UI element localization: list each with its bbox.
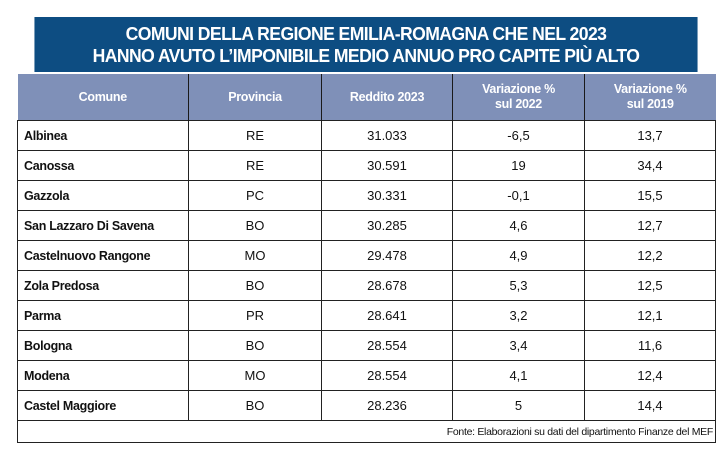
table-cell: San Lazzaro Di Savena [17,210,189,241]
table-cell: BO [188,390,322,421]
column-header-line2: sul 2019 [626,97,674,111]
table-cell: Castel Maggiore [17,390,189,421]
table-cell: 4,6 [452,210,585,241]
table-cell: Modena [17,360,189,391]
data-table: Comune Provincia Reddito 2023 Variazione % s… [17,74,716,443]
table-cell: Bologna [17,330,189,361]
table-row: Canossa RE 30.591 19 34,4 [17,150,716,181]
table-row: Zola Predosa BO 28.678 5,3 12,5 [17,270,716,301]
table-cell: 28.641 [321,300,453,331]
table-cell: 3,4 [452,330,585,361]
table-cell: MO [188,360,322,391]
column-header-line2: sul 2022 [495,97,542,111]
table-cell: 12,5 [584,270,716,301]
table-cell: RE [188,120,322,151]
table-cell: Albinea [17,120,189,151]
table-row: San Lazzaro Di Savena BO 30.285 4,6 12,7 [17,210,716,241]
table-cell: 12,7 [584,210,716,241]
column-header-line1: Variazione % [482,82,555,96]
column-header-line1: Comune [78,89,128,104]
source-note: Fonte: Elaborazioni su dati del dipartim… [17,420,716,443]
table-row: Castelnuovo Rangone MO 29.478 4,9 12,2 [17,240,716,271]
column-header: Reddito 2023 [321,74,453,121]
table-cell: 28.554 [321,330,453,361]
table-cell: PR [188,300,322,331]
table-cell: 11,6 [584,330,716,361]
table-cell: 12,2 [584,240,716,271]
table-row: Bologna BO 28.554 3,4 11,6 [17,330,716,361]
table-cell: -0,1 [452,180,585,211]
table-row: Modena MO 28.554 4,1 12,4 [17,360,716,391]
table-cell: 14,4 [584,390,716,421]
table-cell: 19 [452,150,585,181]
title-line-2: HANNO AVUTO L’IMPONIBILE MEDIO ANNUO PRO… [92,44,640,66]
table-cell: 29.478 [321,240,453,271]
table-cell: Gazzola [17,180,189,211]
table-cell: BO [188,210,322,241]
column-header: Variazione % sul 2019 [584,74,716,121]
table-cell: 3,2 [452,300,585,331]
column-header-line1: Variazione % [613,82,687,96]
table-cell: 12,1 [584,300,716,331]
table-cell: 12,4 [584,360,716,391]
table-title: COMUNI DELLA REGIONE EMILIA-ROMAGNA CHE … [34,17,698,72]
table-cell: 13,7 [584,120,716,151]
table-cell: BO [188,330,322,361]
table-cell: 5,3 [452,270,585,301]
table-cell: 28.554 [321,360,453,391]
table-row: Parma PR 28.641 3,2 12,1 [17,300,716,331]
table-cell: 15,5 [584,180,716,211]
table-cell: Parma [17,300,189,331]
table-cell: MO [188,240,322,271]
table-cell: 4,9 [452,240,585,271]
table-cell: 30.285 [321,210,453,241]
column-header: Comune [17,74,189,121]
table-cell: 5 [452,390,585,421]
table-cell: 30.331 [321,180,453,211]
table-cell: 4,1 [452,360,585,391]
table-row: Albinea RE 31.033 -6,5 13,7 [17,120,716,151]
table-cell: Castelnuovo Rangone [17,240,189,271]
table-cell: 28.678 [321,270,453,301]
column-header: Provincia [188,74,322,121]
table-cell: BO [188,270,322,301]
table-cell: Canossa [17,150,189,181]
table-cell: -6,5 [452,120,585,151]
table-cell: 34,4 [584,150,716,181]
table-row: Gazzola PC 30.331 -0,1 15,5 [17,180,716,211]
table-row: Castel Maggiore BO 28.236 5 14,4 [17,390,716,421]
table-cell: RE [188,150,322,181]
table-cell: Zola Predosa [17,270,189,301]
table-cell: 31.033 [321,120,453,151]
title-line-1: COMUNI DELLA REGIONE EMILIA-ROMAGNA CHE … [125,22,607,44]
column-header: Variazione % sul 2022 [452,74,585,121]
table-cell: 30.591 [321,150,453,181]
table-cell: 28.236 [321,390,453,421]
column-header-line1: Provincia [228,89,282,104]
table-cell: PC [188,180,322,211]
income-table-graphic: COMUNI DELLA REGIONE EMILIA-ROMAGNA CHE … [17,17,716,443]
column-header-line1: Reddito 2023 [349,89,425,104]
